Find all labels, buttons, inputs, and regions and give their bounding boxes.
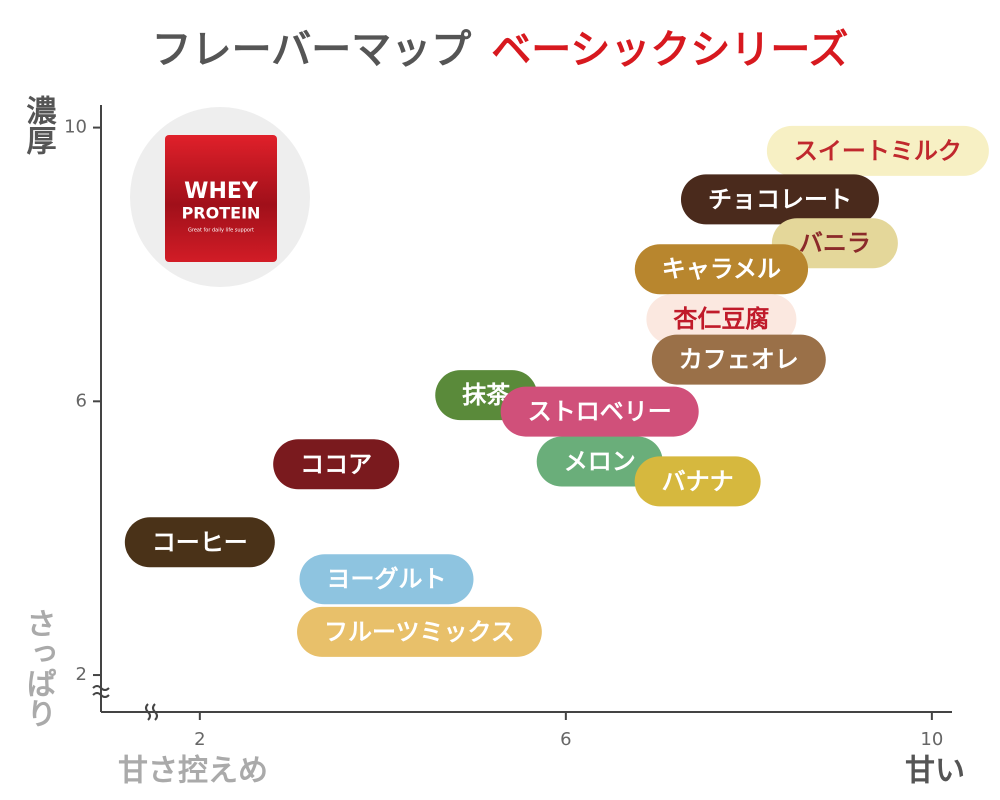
flavor-label: チョコレート xyxy=(708,185,852,213)
flavor: 杏仁豆腐 xyxy=(646,294,797,345)
flavor-label: バニラ xyxy=(799,229,871,257)
flavor-pill xyxy=(651,334,826,385)
flavor-label: ストロベリー xyxy=(528,398,672,426)
flavor-label: カフェオレ xyxy=(679,346,799,374)
flavor: フルーツミックス xyxy=(297,606,542,657)
flavor-pill xyxy=(680,174,879,225)
product-line: PROTEIN xyxy=(182,204,261,223)
flavor-pill xyxy=(124,517,275,568)
flavor: ココア xyxy=(273,439,400,490)
product-tagline: Great for daily life support xyxy=(188,228,254,234)
y-tick-label: 6 xyxy=(76,390,87,411)
flavor-pill xyxy=(500,386,699,437)
y-tick-label: 2 xyxy=(76,664,87,685)
y-axis-break xyxy=(92,685,110,698)
y-label-low: さっぱり xyxy=(21,608,56,728)
product-image: WHEY PROTEIN Great for daily life suppor… xyxy=(130,107,310,287)
y-label-high: 濃厚 xyxy=(21,95,57,155)
flavor: スイートミルク xyxy=(766,125,989,176)
flavor-pill xyxy=(634,456,761,507)
product-bag xyxy=(165,135,277,262)
flavor: カフェオレ xyxy=(651,334,826,385)
x-tick-label: 6 xyxy=(560,729,571,750)
flavor-pill xyxy=(297,606,542,657)
flavor: メロン xyxy=(536,436,663,487)
flavor-label: 杏仁豆腐 xyxy=(673,305,769,333)
flavor-label: ヨーグルト xyxy=(326,565,446,593)
flavor-label: フルーツミックス xyxy=(324,618,515,646)
flavor: キャラメル xyxy=(634,244,809,295)
flavor-pill xyxy=(634,244,809,295)
product-line: WHEY xyxy=(184,179,259,204)
y-tick-label: 10 xyxy=(64,117,87,138)
x-axis-break xyxy=(145,703,158,721)
x-label-low: 甘さ控えめ xyxy=(118,754,268,789)
flavor-label: コーヒー xyxy=(152,528,248,556)
flavor: チョコレート xyxy=(680,174,879,225)
flavor-pill xyxy=(299,554,474,605)
flavor-pill xyxy=(536,436,663,487)
flavor: ヨーグルト xyxy=(299,554,474,605)
flavor: ストロベリー xyxy=(500,386,699,437)
title-series: ベーシックシリーズ xyxy=(491,27,848,73)
x-tick-label: 10 xyxy=(920,729,943,750)
chart-title: フレーバーマップ ベーシックシリーズ xyxy=(152,27,849,73)
flavor-pill xyxy=(273,439,400,490)
axes xyxy=(92,105,952,721)
flavor-label: キャラメル xyxy=(662,255,781,283)
x-tick-label: 2 xyxy=(194,729,205,750)
x-label-high: 甘い xyxy=(905,754,965,789)
flavor-label: バナナ xyxy=(662,467,734,495)
flavor-label: メロン xyxy=(564,448,636,476)
flavor-pill xyxy=(646,294,797,345)
flavor: バナナ xyxy=(634,456,761,507)
flavor-label: ココア xyxy=(300,450,372,478)
title-main: フレーバーマップ xyxy=(152,27,472,73)
flavor: コーヒー xyxy=(124,517,275,568)
flavor-pill xyxy=(766,125,989,176)
flavor-label: スイートミルク xyxy=(794,137,962,165)
